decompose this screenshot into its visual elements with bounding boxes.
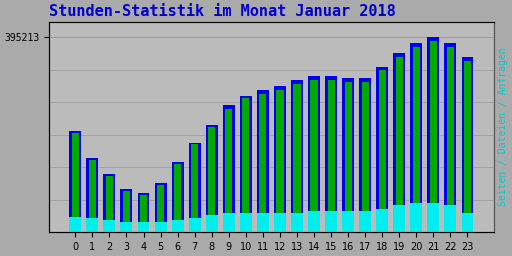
Bar xyxy=(393,205,406,232)
Bar xyxy=(191,144,198,232)
Bar xyxy=(430,41,437,232)
Bar xyxy=(206,125,218,232)
Bar xyxy=(308,76,320,232)
Bar xyxy=(72,133,79,232)
Bar xyxy=(140,195,147,232)
Bar xyxy=(257,213,269,232)
Bar xyxy=(103,220,115,232)
Bar xyxy=(274,86,286,232)
Bar xyxy=(208,127,216,232)
Bar xyxy=(274,213,286,232)
Bar xyxy=(396,57,403,232)
Bar xyxy=(376,67,388,232)
Bar xyxy=(157,185,164,232)
Bar xyxy=(69,217,81,232)
Bar xyxy=(461,213,474,232)
Bar xyxy=(345,82,352,232)
Bar xyxy=(291,213,303,232)
Bar xyxy=(413,47,420,232)
Bar xyxy=(411,203,422,232)
Bar xyxy=(310,80,317,232)
Bar xyxy=(174,164,181,232)
Bar xyxy=(325,76,337,232)
Bar xyxy=(342,78,354,232)
Bar xyxy=(328,80,335,232)
Bar xyxy=(120,222,133,232)
Bar xyxy=(325,211,337,232)
Bar xyxy=(447,47,454,232)
Bar xyxy=(120,189,133,232)
Bar xyxy=(240,96,252,232)
Bar xyxy=(138,193,150,232)
Bar xyxy=(189,143,201,232)
Bar xyxy=(223,213,234,232)
Bar xyxy=(172,162,184,232)
Bar xyxy=(106,176,113,232)
Bar xyxy=(89,160,96,232)
Bar xyxy=(393,53,406,232)
Bar xyxy=(103,174,115,232)
Bar xyxy=(240,213,252,232)
Bar xyxy=(359,211,371,232)
Bar xyxy=(361,82,369,232)
Bar xyxy=(206,215,218,232)
Bar xyxy=(464,61,471,232)
Bar xyxy=(257,90,269,232)
Bar xyxy=(379,70,386,232)
Bar xyxy=(172,220,184,232)
Bar xyxy=(444,205,456,232)
Bar xyxy=(155,183,166,232)
Bar xyxy=(308,211,320,232)
Bar xyxy=(376,209,388,232)
Bar xyxy=(87,158,98,232)
Bar xyxy=(138,222,150,232)
Bar xyxy=(87,218,98,232)
Bar xyxy=(259,94,266,232)
Bar xyxy=(189,218,201,232)
Bar xyxy=(276,90,284,232)
Text: Stunden-Statistik im Monat Januar 2018: Stunden-Statistik im Monat Januar 2018 xyxy=(49,4,396,19)
Bar xyxy=(359,78,371,232)
Bar xyxy=(342,211,354,232)
Bar xyxy=(155,222,166,232)
Bar xyxy=(225,109,232,232)
Bar xyxy=(123,191,130,232)
Bar xyxy=(428,37,439,232)
Bar xyxy=(461,57,474,232)
Bar xyxy=(428,203,439,232)
Bar xyxy=(291,80,303,232)
Bar xyxy=(411,43,422,232)
Bar xyxy=(69,131,81,232)
Y-axis label: Seiten / Dateien / Anfragen: Seiten / Dateien / Anfragen xyxy=(498,48,508,206)
Bar xyxy=(242,98,249,232)
Bar xyxy=(223,105,234,232)
Bar xyxy=(293,84,301,232)
Bar xyxy=(444,43,456,232)
